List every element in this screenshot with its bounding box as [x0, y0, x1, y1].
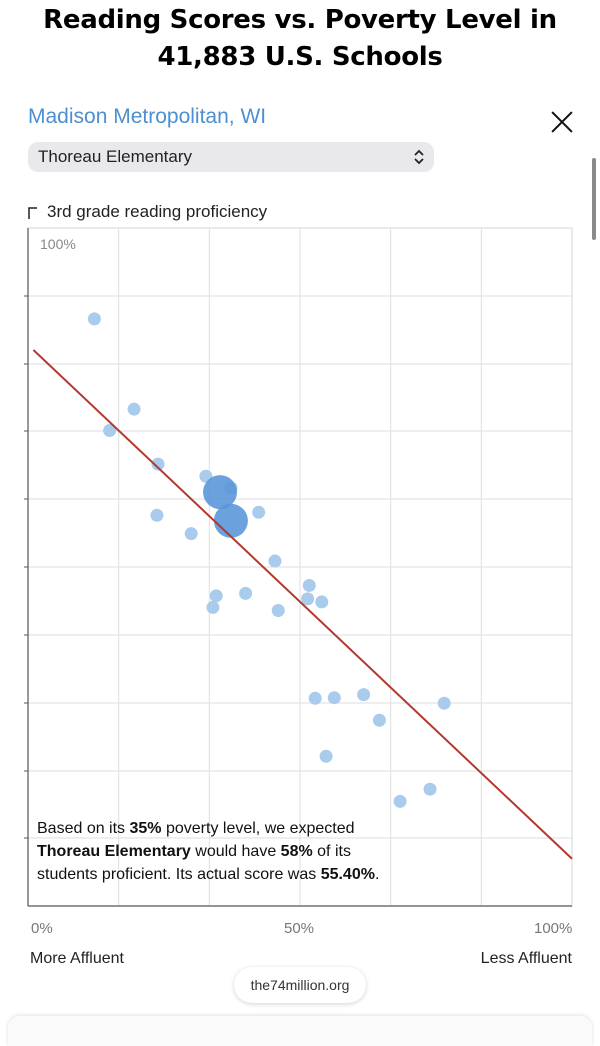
- chart-title: Reading Scores vs. Poverty Level in 41,8…: [0, 2, 600, 76]
- poverty-value: 35%: [129, 820, 162, 837]
- expected-value: 58%: [280, 843, 313, 860]
- data-point[interactable]: [206, 600, 220, 614]
- data-point[interactable]: [315, 595, 329, 609]
- data-point[interactable]: [437, 696, 451, 710]
- data-point[interactable]: [327, 691, 341, 705]
- school-select-value: Thoreau Elementary: [38, 147, 193, 166]
- school-select[interactable]: Thoreau Elementary: [28, 142, 434, 172]
- x-tick-100: 100%: [534, 920, 573, 937]
- highlight-point[interactable]: [213, 503, 248, 538]
- x-tick-50: 50%: [284, 920, 315, 937]
- data-point[interactable]: [151, 457, 165, 471]
- data-point[interactable]: [252, 505, 266, 519]
- data-point[interactable]: [319, 749, 333, 763]
- chevron-updown-icon: [414, 149, 424, 165]
- x-caption-left: More Affluent: [30, 950, 124, 967]
- actual-value: 55.40%: [320, 866, 375, 883]
- data-point[interactable]: [357, 688, 371, 702]
- data-point[interactable]: [127, 402, 141, 416]
- bottom-sheet[interactable]: [8, 1016, 592, 1046]
- metro-name: Madison Metropolitan, WI: [28, 105, 267, 128]
- y-axis-label: 3rd grade reading proficiency: [47, 202, 268, 221]
- axis-corner-icon: [28, 207, 37, 219]
- scatter-plot: 100%: [24, 227, 573, 907]
- x-tick-0: 0%: [31, 920, 53, 937]
- school-name: Thoreau Elementary: [37, 843, 191, 860]
- data-point[interactable]: [308, 691, 322, 705]
- data-point[interactable]: [393, 794, 407, 808]
- data-point[interactable]: [268, 554, 282, 568]
- data-point[interactable]: [372, 713, 386, 727]
- x-caption-right: Less Affluent: [480, 950, 572, 967]
- highlight-point[interactable]: [203, 475, 238, 510]
- summary-note: Based on its 35% poverty level, we expec…: [37, 820, 380, 883]
- data-point[interactable]: [103, 424, 117, 438]
- data-point[interactable]: [209, 589, 223, 603]
- data-point[interactable]: [184, 527, 198, 541]
- plot-grid: [24, 227, 573, 907]
- chart-title-line1: Reading Scores vs. Poverty Level in: [43, 5, 557, 35]
- data-point[interactable]: [271, 603, 285, 617]
- data-point[interactable]: [423, 782, 437, 796]
- trend-line-group: [32, 349, 573, 860]
- chart-title-line2: 41,883 U.S. Schools: [157, 42, 443, 72]
- data-point[interactable]: [239, 586, 253, 600]
- data-point[interactable]: [302, 578, 316, 592]
- data-point[interactable]: [87, 312, 101, 326]
- data-point[interactable]: [301, 592, 315, 606]
- y-top-tick-label: 100%: [40, 236, 76, 252]
- data-points: [87, 312, 451, 808]
- trend-line: [32, 349, 573, 860]
- source-link[interactable]: the74million.org: [234, 967, 366, 1003]
- page-scrollbar[interactable]: [592, 158, 596, 240]
- data-point[interactable]: [150, 508, 164, 522]
